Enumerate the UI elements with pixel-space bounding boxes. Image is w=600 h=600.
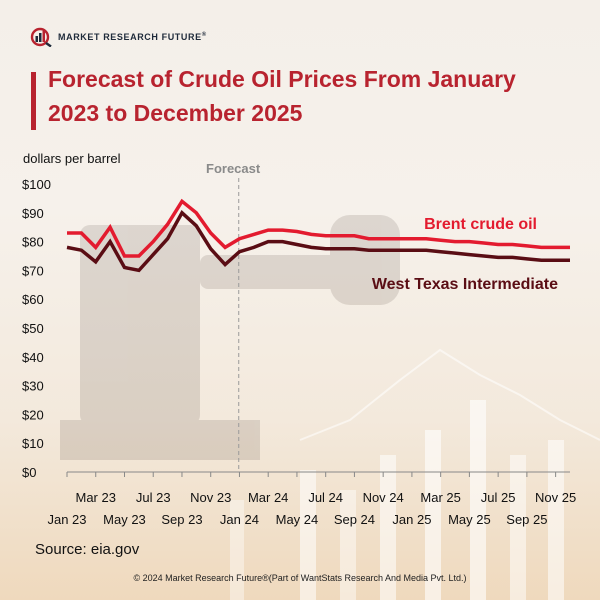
series-line-wti xyxy=(66,210,570,273)
pumpjack-beam xyxy=(200,255,360,289)
chart-title: Forecast of Crude Oil Prices From Januar… xyxy=(48,62,588,130)
x-tick-label: Sep 25 xyxy=(506,512,547,527)
brand-name: MARKET RESEARCH FUTURE® xyxy=(58,32,207,42)
y-tick-label: $40 xyxy=(22,350,44,365)
x-tick-label: Sep 23 xyxy=(161,512,202,527)
y-tick-label: $100 xyxy=(22,177,51,192)
x-tick-label: Jan 23 xyxy=(47,512,86,527)
x-tick-label: Nov 24 xyxy=(363,490,404,505)
bg-bar xyxy=(300,470,316,600)
x-tick-label: Jul 25 xyxy=(481,490,516,505)
x-tick-label: Mar 23 xyxy=(76,490,116,505)
legend-label-brent: Brent crude oil xyxy=(424,216,537,233)
copyright-note: © 2024 Market Research Future®(Part of W… xyxy=(133,573,467,583)
x-tick-label: Mar 25 xyxy=(420,490,460,505)
x-tick-label: Nov 25 xyxy=(535,490,576,505)
pumpjack-base xyxy=(60,420,260,460)
bg-bar xyxy=(340,490,356,600)
pumpjack-tower xyxy=(80,225,200,425)
y-tick-label: $30 xyxy=(22,379,44,394)
y-tick-label: $70 xyxy=(22,263,44,278)
legend-label-wti: West Texas Intermediate xyxy=(372,276,558,293)
y-tick-label: $90 xyxy=(22,206,44,221)
bg-bar xyxy=(510,455,526,600)
brand-logo: MARKET RESEARCH FUTURE® xyxy=(30,27,207,47)
x-tick-label: May 25 xyxy=(448,512,491,527)
bar-chart-magnifier-icon xyxy=(30,27,52,47)
series-line-brent xyxy=(67,198,570,258)
y-tick-label: $80 xyxy=(22,235,44,250)
bg-bar xyxy=(230,500,244,600)
y-tick-label: $60 xyxy=(22,292,44,307)
forecast-label: Forecast xyxy=(206,161,261,176)
y-tick-labels: $0 $10 $20 $30 $40 $50 $60 $70 $80 $90 $100 xyxy=(22,177,51,480)
x-tick-label: May 23 xyxy=(103,512,146,527)
x-tick-label: Jul 23 xyxy=(136,490,171,505)
chart-title-line-1: Forecast of Crude Oil Prices From Januar… xyxy=(48,66,516,92)
x-tick-label: Mar 24 xyxy=(248,490,288,505)
y-tick-label: $20 xyxy=(22,407,44,422)
bg-bar xyxy=(380,455,396,600)
bg-bar xyxy=(470,400,486,600)
background-trend-line xyxy=(299,348,600,441)
x-tick-marks xyxy=(66,472,557,477)
x-tick-label: Jan 25 xyxy=(392,512,431,527)
x-tick-label: Jan 24 xyxy=(220,512,259,527)
series-lines xyxy=(66,198,570,273)
x-tick-label: Nov 23 xyxy=(190,490,231,505)
source-note: Source: eia.gov xyxy=(35,541,140,558)
x-tick-label: Sep 24 xyxy=(334,512,375,527)
y-axis-label: dollars per barrel xyxy=(23,151,121,166)
y-tick-label: $0 xyxy=(22,465,36,480)
chart-title-line-2: 2023 to December 2025 xyxy=(48,100,303,126)
y-tick-label: $50 xyxy=(22,321,44,336)
title-accent-bar xyxy=(31,72,36,130)
x-tick-label: May 24 xyxy=(276,512,319,527)
x-tick-label: Jul 24 xyxy=(308,490,343,505)
y-tick-label: $10 xyxy=(22,436,44,451)
x-tick-labels: Jan 23 May 23 Sep 23 Jan 24 May 24 Sep 24 Jan … xyxy=(47,490,576,527)
bg-bar xyxy=(548,440,564,600)
